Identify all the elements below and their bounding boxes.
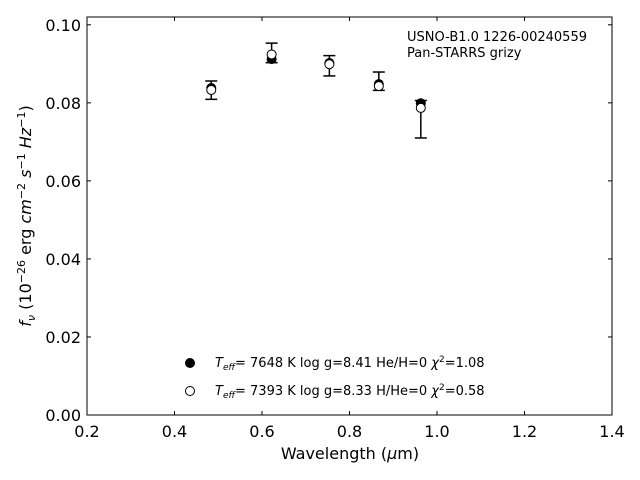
source-annotation-line-1: USNO-B1.0 1226-00240559	[407, 30, 587, 45]
legend: Teff= 7648 K log g=8.41 He/H=0 χ2=1.08 T…	[185, 355, 485, 401]
y-axis-label: fν (10−26 erg cm−2 s−1 Hz−1)	[15, 105, 38, 326]
legend-marker-filled	[185, 358, 195, 368]
y-tick-label: 0.06	[45, 172, 81, 191]
x-tick-label: 0.8	[337, 422, 362, 441]
axis-ticks: 0.2 0.4 0.6 0.8 1.0 1.2 1.4 0.00 0.02 0.04 0.06 0.0…	[45, 16, 624, 441]
y-tick-label: 0.08	[45, 94, 81, 113]
x-axis-label: Wavelength (μm)	[281, 444, 419, 463]
x-tick-label: 0.4	[162, 422, 187, 441]
legend-label-2: Teff= 7393 K log g=8.33 H/He=0 χ2=0.58	[215, 383, 485, 401]
legend-marker-open	[185, 386, 195, 396]
model-point-open	[415, 102, 426, 113]
x-tick-label: 0.6	[249, 422, 274, 441]
x-tick-label: 1.2	[512, 422, 537, 441]
data-markers	[206, 49, 426, 113]
model-point-open	[324, 59, 335, 70]
model-point-open	[266, 49, 277, 60]
y-tick-label: 0.10	[45, 16, 81, 35]
y-tick-label: 0.02	[45, 328, 81, 347]
x-tick-label: 1.0	[424, 422, 449, 441]
source-annotation-line-2: Pan-STARRS grizy	[407, 46, 522, 61]
y-tick-label: 0.00	[45, 406, 81, 425]
model-point-open	[373, 81, 384, 92]
x-tick-label: 0.2	[74, 422, 99, 441]
y-tick-label: 0.04	[45, 250, 81, 269]
error-bars	[205, 42, 427, 139]
legend-label-1: Teff= 7648 K log g=8.41 He/H=0 χ2=1.08	[215, 355, 485, 373]
model-point-open	[206, 84, 217, 95]
x-tick-label: 1.4	[599, 422, 624, 441]
